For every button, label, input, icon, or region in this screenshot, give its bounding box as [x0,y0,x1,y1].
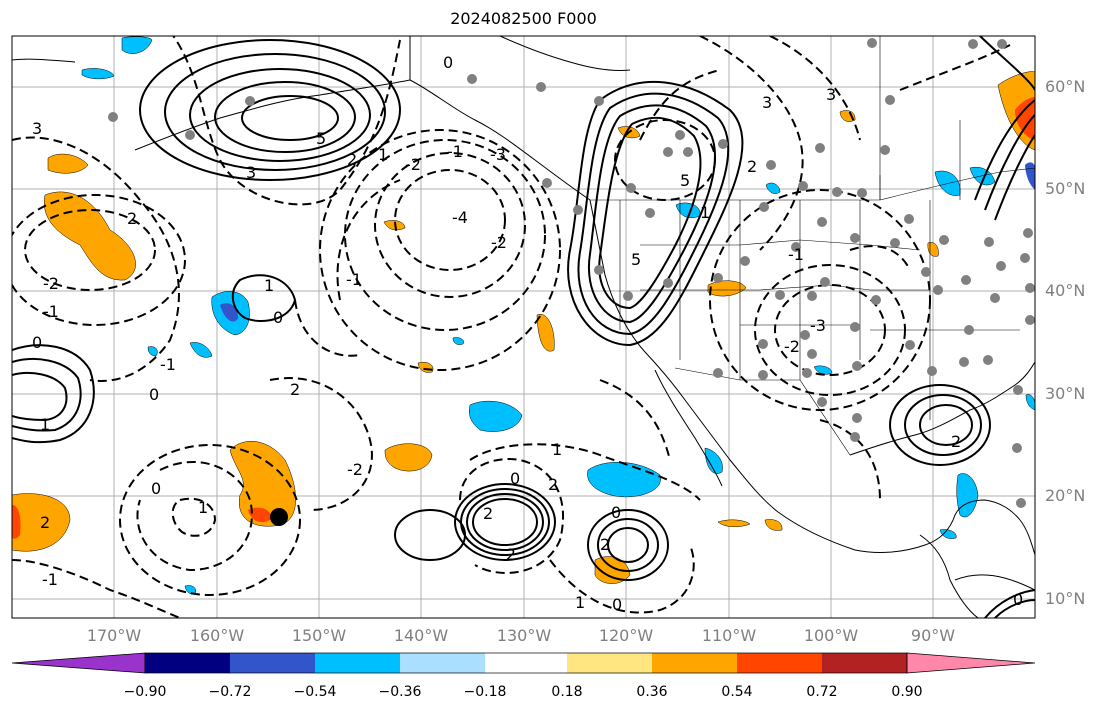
contour-label: -3 [810,316,826,335]
colorbar-tick-label: 0.90 [891,684,923,700]
contour-label: -2 [491,233,507,252]
negative-contours [12,36,1011,618]
lon-label: 170°W [86,626,142,645]
contour-label: 1 [264,276,274,295]
colorbar-max-extension [906,652,1036,674]
lat-label: 60°N [1045,77,1086,96]
contour-label: 2 [290,380,300,399]
colorbar-segment [145,653,230,673]
contour-label: -4 [452,208,468,227]
contour-label: -2 [347,460,363,479]
contour-label: 3 [246,163,256,182]
colorbar-segment [230,653,315,673]
contour-label: 0 [273,308,283,327]
contour-label: 3 [762,93,772,112]
colorbar [11,652,1036,674]
contour-label: 2 [548,475,558,494]
contour-label: -3 [490,145,506,164]
colorbar-segment [652,653,737,673]
lon-label: 110°W [701,626,757,645]
colorbar-segment [400,653,485,673]
lon-label: 90°W [910,626,956,645]
coastlines [12,36,1035,618]
contour-label: 2 [347,150,357,169]
lon-label: 150°W [291,626,347,645]
gridlines [12,36,1035,618]
lon-label: 160°W [189,626,245,645]
contour-label: 1 [40,415,50,434]
lat-label: 50°N [1045,179,1086,198]
colorbar-tick-label: −0.18 [463,684,507,700]
contour-label: 2 [747,157,757,176]
contour-label: 1 [378,145,388,164]
contour-label: 1 [552,440,562,459]
contour-label: -1 [788,245,804,264]
contour-label: 5 [316,129,326,148]
colorbar-segment [737,653,822,673]
lat-label: 40°N [1045,281,1086,300]
storm-center-marker [270,508,288,526]
lon-label: 140°W [393,626,449,645]
colorbar-segment [485,653,567,673]
contour-label: 0 [1013,590,1023,609]
contour-label: 2 [600,535,610,554]
colorbar-tick-label: 0.36 [636,684,668,700]
strong-positive-shading [12,97,1035,539]
contour-label: -1 [346,270,362,289]
contour-label: 0 [612,595,622,614]
contour-label: 1 [700,203,710,222]
strong-negative-shading [220,162,1035,322]
contour-label: 0 [611,503,621,522]
contour-label: 0 [443,53,453,72]
lat-label: 10°N [1045,589,1086,608]
contour-label: 0 [32,333,42,352]
colorbar-segment [315,653,400,673]
contour-label: 3 [32,119,42,138]
contour-label: -1 [447,142,463,161]
contour-label: 2 [127,209,137,228]
lon-label: 100°W [803,626,859,645]
contour-label: 3 [826,85,836,104]
contour-label: 0 [149,385,159,404]
colorbar-tick-label: −0.72 [208,684,252,700]
contour-label: 5 [631,250,641,269]
colorbar-tick-label: 0.18 [551,684,583,700]
contour-label: 1 [198,498,208,517]
contour-label: 0 [510,469,520,488]
colorbar-min-extension [11,652,146,674]
contour-label: 0 [151,479,161,498]
chart-title: 2024082500 F000 [450,9,597,28]
lon-label: 120°W [598,626,654,645]
contour-label: -1 [160,355,176,374]
positive-contours [12,36,1035,618]
colorbar-tick-label: 0.72 [806,684,838,700]
contour-label: -2 [784,337,800,356]
contour-label: 2 [40,513,50,532]
contour-label: 2 [483,504,493,523]
colorbar-tick-label: 0.54 [721,684,753,700]
colorbar-segment [567,653,652,673]
contour-label: -1 [43,302,59,321]
lat-label: 20°N [1045,486,1086,505]
lat-label: 30°N [1045,384,1086,403]
colorbar-segment [822,653,907,673]
station-dots [108,38,1035,508]
contour-label: -2 [43,274,59,293]
contour-label: -2 [405,155,421,174]
contour-label: 2 [951,432,961,451]
colorbar-tick-label: −0.90 [123,684,167,700]
contour-label: -2 [500,545,516,564]
contour-label: -1 [42,570,58,589]
contour-label: 1 [575,593,585,612]
contour-label: 5 [680,171,690,190]
colorbar-tick-label: −0.54 [293,684,337,700]
lon-label: 130°W [496,626,552,645]
colorbar-tick-label: −0.36 [378,684,422,700]
